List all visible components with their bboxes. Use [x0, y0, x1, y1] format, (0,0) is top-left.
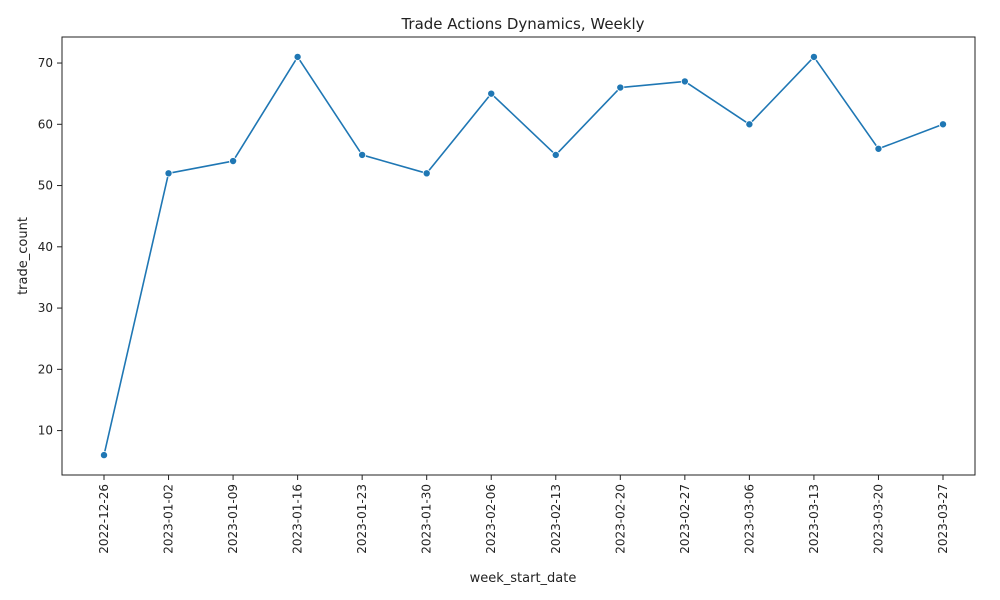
chart-title: Trade Actions Dynamics, Weekly: [400, 15, 644, 33]
axes-frame: [61, 36, 976, 476]
x-tick-label: 2023-03-20: [871, 484, 885, 554]
data-point: [616, 83, 625, 92]
x-tick-label: 2023-02-13: [549, 484, 563, 554]
data-point: [293, 52, 302, 61]
x-tick-label: 2023-02-27: [678, 484, 692, 554]
data-point: [874, 144, 883, 153]
data-point: [487, 89, 496, 98]
x-tick-label: 2023-01-16: [291, 484, 305, 554]
x-tick-label: 2023-03-06: [742, 484, 756, 554]
x-tick-label: 2023-01-09: [226, 484, 240, 554]
data-point: [809, 52, 818, 61]
y-tick-label: 10: [38, 424, 53, 438]
y-tick-label: 20: [38, 362, 53, 376]
series-line: [103, 56, 944, 456]
data-point: [745, 120, 754, 129]
data-point: [680, 77, 689, 86]
x-tick-label: 2023-03-13: [807, 484, 821, 554]
y-tick-label: 50: [38, 179, 53, 193]
x-tick-label: 2023-02-06: [484, 484, 498, 554]
x-tick-label: 2023-01-02: [162, 484, 176, 554]
data-point: [100, 451, 109, 460]
x-tick-label: 2022-12-26: [97, 484, 111, 554]
data-point: [551, 150, 560, 159]
y-tick-label: 70: [38, 56, 53, 70]
plot-area: 10 20 30 40 50 60 70 2022-12-26 2023-01-02 2023-0…: [38, 36, 976, 554]
x-tick-label: 2023-01-30: [420, 484, 434, 554]
x-axis-label: week_start_date: [470, 571, 577, 586]
data-point: [229, 157, 238, 166]
data-point: [358, 150, 367, 159]
x-tick-label: 2023-02-20: [613, 484, 627, 554]
x-tick-label: 2023-03-27: [936, 484, 950, 554]
x-tick-label: 2023-01-23: [355, 484, 369, 554]
y-tick-label: 30: [38, 301, 53, 315]
data-point: [422, 169, 431, 178]
data-point: [164, 169, 173, 178]
y-tick-label: 40: [38, 240, 53, 254]
y-axis-label: trade_count: [16, 217, 31, 295]
y-tick-label: 60: [38, 117, 53, 131]
data-point: [939, 120, 948, 129]
